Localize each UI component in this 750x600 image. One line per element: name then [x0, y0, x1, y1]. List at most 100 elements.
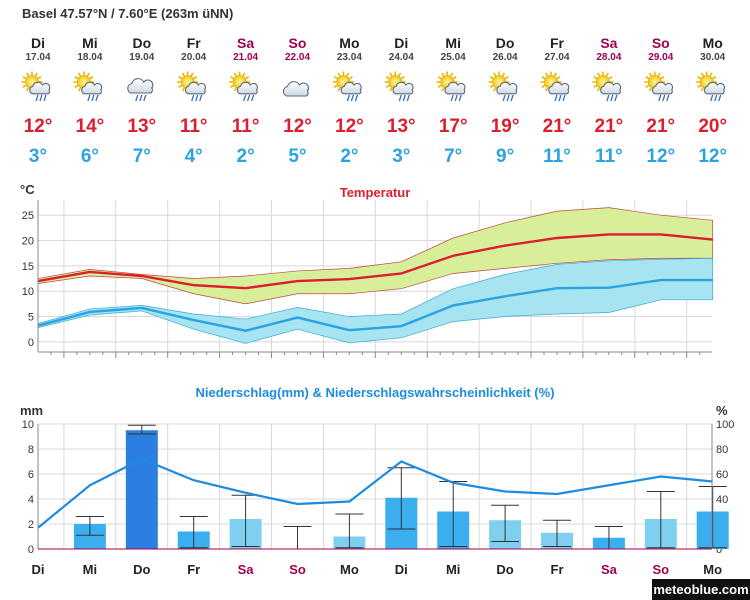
- day-tmax: 13°: [387, 116, 416, 137]
- day-date: 21.04: [233, 52, 258, 63]
- precipitation-xtick: Fr: [551, 562, 564, 577]
- day-tmin: 12°: [646, 146, 675, 167]
- day-tmax: 21°: [543, 116, 572, 137]
- sun-cloud-rain-icon: [592, 71, 622, 102]
- sun-cloud-rain-icon: [229, 71, 258, 102]
- day-tmin: 11°: [595, 146, 623, 167]
- day-tmax: 12°: [335, 116, 364, 137]
- day-tmin: 7°: [444, 146, 462, 167]
- day-name: Fr: [187, 35, 202, 51]
- precipitation-xtick: Do: [496, 562, 513, 577]
- precipitation-title: Niederschlag(mm) & Niederschlagswahrsche…: [195, 385, 554, 400]
- day-tmin: 9°: [496, 146, 514, 167]
- probability-ytick: 40: [716, 494, 728, 506]
- precipitation-xtick: Sa: [238, 562, 255, 577]
- temperature-title: Temperatur: [340, 185, 411, 200]
- precipitation-ytick: 6: [28, 469, 34, 481]
- day-name: Sa: [237, 35, 254, 51]
- day-date: 27.04: [544, 52, 569, 63]
- precipitation-bar: [125, 430, 158, 549]
- sun-cloud-rain-icon: [73, 71, 103, 102]
- precipitation-xtick: Do: [133, 562, 150, 577]
- location-title: Basel 47.57°N / 7.60°E (263m üNN): [22, 6, 234, 21]
- day-header: Di17.0412°3°Mi18.0414°6°Do19.0413°7°Fr20…: [21, 35, 727, 167]
- cloud-rain-icon: [127, 78, 154, 102]
- day-name: Mo: [339, 35, 359, 51]
- day-tmin: 2°: [340, 146, 358, 167]
- day-tmax: 11°: [180, 116, 208, 137]
- precipitation-ylabel: mm: [20, 403, 43, 418]
- temperature-ytick: 25: [22, 210, 34, 222]
- day-tmax: 12°: [283, 116, 312, 137]
- day-tmax: 11°: [232, 116, 260, 137]
- precipitation-xtick: Mo: [703, 562, 722, 577]
- day-tmax: 13°: [127, 116, 156, 137]
- precipitation-xtick: Fr: [187, 562, 200, 577]
- sun-cloud-rain-icon: [696, 71, 726, 102]
- precipitation-ytick: 2: [28, 519, 34, 531]
- day-date: 24.04: [389, 52, 414, 63]
- precipitation-xtick: Mi: [446, 562, 460, 577]
- day-name: Sa: [600, 35, 617, 51]
- temperature-ytick: 15: [22, 261, 34, 273]
- probability-ytick: 60: [716, 469, 728, 481]
- day-tmin: 11°: [543, 146, 571, 167]
- sun-cloud-rain-icon: [488, 71, 518, 102]
- probability-ytick: 0: [716, 544, 722, 556]
- precipitation-xtick: Di: [395, 562, 408, 577]
- precipitation-xtick: Sa: [601, 562, 618, 577]
- precipitation-xtick: Mo: [340, 562, 359, 577]
- day-date: 23.04: [337, 52, 362, 63]
- day-date: 20.04: [181, 52, 206, 63]
- day-date: 28.04: [596, 52, 621, 63]
- day-name: Mi: [82, 35, 98, 51]
- precipitation-xtick: So: [652, 562, 669, 577]
- day-tmax: 14°: [76, 116, 105, 137]
- day-name: Fr: [550, 35, 565, 51]
- sun-cloud-rain-icon: [177, 71, 207, 102]
- day-tmax: 20°: [698, 116, 727, 137]
- day-date: 26.04: [493, 52, 518, 63]
- day-tmax: 21°: [646, 116, 675, 137]
- day-date: 25.04: [441, 52, 466, 63]
- precipitation-ytick: 0: [28, 544, 34, 556]
- temperature-ytick: 5: [28, 312, 34, 324]
- probability-ytick: 80: [716, 444, 728, 456]
- sun-cloud-rain-icon: [384, 71, 414, 102]
- temperature-line: [37, 233, 713, 290]
- day-date: 17.04: [25, 52, 50, 63]
- day-name: Di: [394, 35, 408, 51]
- sun-cloud-rain-icon: [21, 71, 51, 102]
- day-tmax: 17°: [439, 116, 468, 137]
- sun-cloud-rain-icon: [436, 71, 466, 102]
- sun-cloud-rain-icon: [644, 71, 674, 102]
- precipitation-ytick: 10: [22, 419, 34, 431]
- temperature-ytick: 20: [22, 236, 34, 248]
- day-name: Di: [31, 35, 45, 51]
- day-name: Mo: [703, 35, 723, 51]
- precipitation-xtick: So: [289, 562, 306, 577]
- day-tmin: 6°: [81, 146, 99, 167]
- probability-ylabel: %: [716, 403, 728, 418]
- day-tmax: 12°: [24, 116, 53, 137]
- day-tmin: 4°: [185, 146, 203, 167]
- cloud-icon: [282, 81, 310, 97]
- precipitation-chart: Niederschlag(mm) & Niederschlagswahrsche…: [20, 385, 734, 577]
- day-tmax: 21°: [595, 116, 624, 137]
- day-tmin: 3°: [29, 146, 47, 167]
- sun-cloud-rain-icon: [540, 71, 570, 102]
- day-date: 30.04: [700, 52, 725, 63]
- temperature-chart: Temperatur °C 0 5 10 15 20 25: [20, 182, 714, 358]
- day-name: Do: [132, 35, 151, 51]
- day-tmin: 12°: [698, 146, 727, 167]
- probability-ytick: 100: [716, 419, 734, 431]
- precipitation-ytick: 8: [28, 444, 34, 456]
- temperature-ylabel: °C: [20, 182, 35, 197]
- day-date: 29.04: [648, 52, 673, 63]
- day-tmin: 3°: [392, 146, 410, 167]
- temperature-ytick: 0: [28, 337, 34, 349]
- day-name: So: [289, 35, 307, 51]
- day-tmax: 19°: [491, 116, 520, 137]
